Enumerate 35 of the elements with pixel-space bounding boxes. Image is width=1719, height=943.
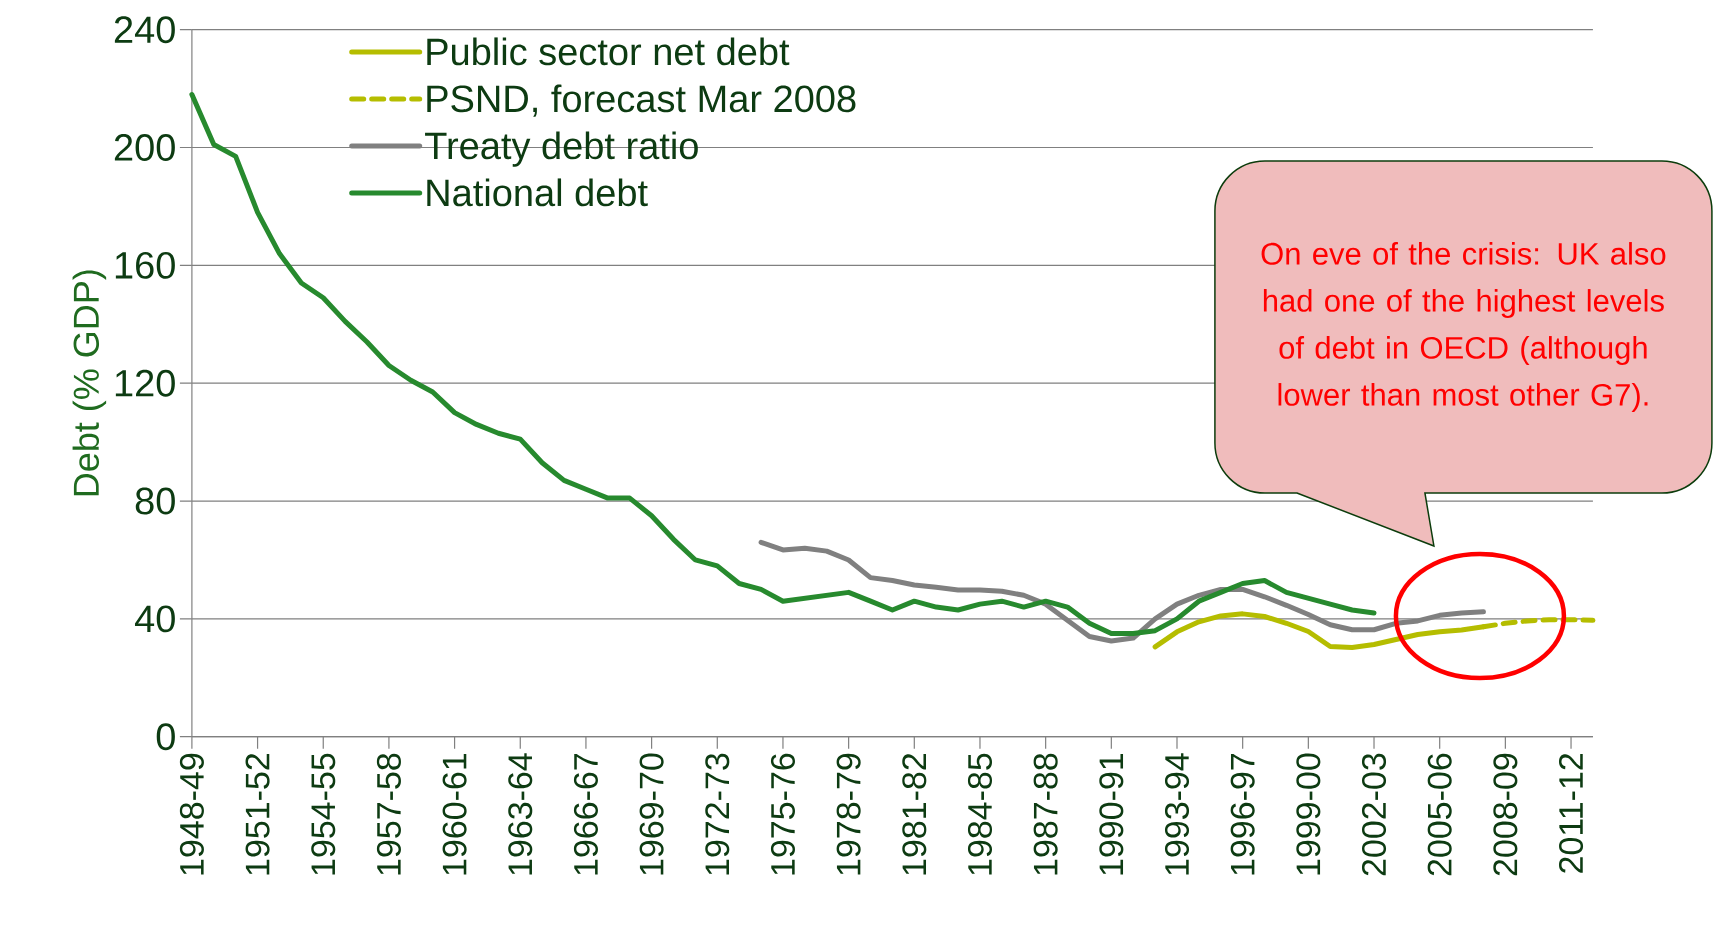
x-tick-label: 1990-91 xyxy=(1099,753,1124,875)
x-tick-label: 1999-00 xyxy=(1296,753,1321,875)
x-tick-label: 1993-94 xyxy=(1164,753,1190,875)
y-tick-label: 0 xyxy=(156,723,175,751)
x-tick-label: 1966-67 xyxy=(573,753,598,875)
legend-label: PSND, forecast Mar 2008 xyxy=(427,84,856,117)
x-tick-label: 1957-58 xyxy=(376,753,401,875)
x-tick-label: 1948-49 xyxy=(179,753,204,875)
x-tick-label: 1969-70 xyxy=(639,753,664,875)
y-tick-label: 80 xyxy=(135,487,175,515)
x-tick-label: 1963-64 xyxy=(508,753,533,875)
x-tick-label: 1972-73 xyxy=(705,753,730,875)
x-tick-label: 2008-09 xyxy=(1493,753,1518,876)
x-tick-label: 1960-61 xyxy=(442,753,467,875)
y-tick-label: 240 xyxy=(114,16,175,44)
x-tick-label: 1954-55 xyxy=(311,753,336,875)
x-tick-label: 1996-97 xyxy=(1230,753,1255,875)
annotation: On eve of the crisis: UK also had one of the highest levels of debt in OECD (although lower than most other G7). xyxy=(1261,242,1666,412)
x-tick-label: 1984-85 xyxy=(967,753,993,875)
x-tick-label: 1981-82 xyxy=(902,753,927,875)
y-tick-label: 200 xyxy=(114,134,175,161)
x-tick-label: 1978-79 xyxy=(836,753,861,875)
x-tick-label: 2005-06 xyxy=(1427,753,1452,876)
x-tick-label: 1987-88 xyxy=(1033,753,1058,875)
x-tick-label: 1975-76 xyxy=(770,753,795,875)
x-tick-label: 2002-03 xyxy=(1361,753,1387,876)
y-tick-label: 120 xyxy=(115,369,175,397)
x-tick-label: 2011-12 xyxy=(1559,753,1584,873)
y-tick-label: 40 xyxy=(134,605,175,633)
y-axis-title: Debt (% GDP) xyxy=(72,270,107,496)
legend-label: Treaty debt ratio xyxy=(425,131,698,167)
legend-label: National debt xyxy=(427,178,648,207)
y-tick-label: 160 xyxy=(115,251,175,279)
legend-label: Public sector net debt xyxy=(427,37,790,66)
x-tick-label: 1951-52 xyxy=(245,753,270,875)
